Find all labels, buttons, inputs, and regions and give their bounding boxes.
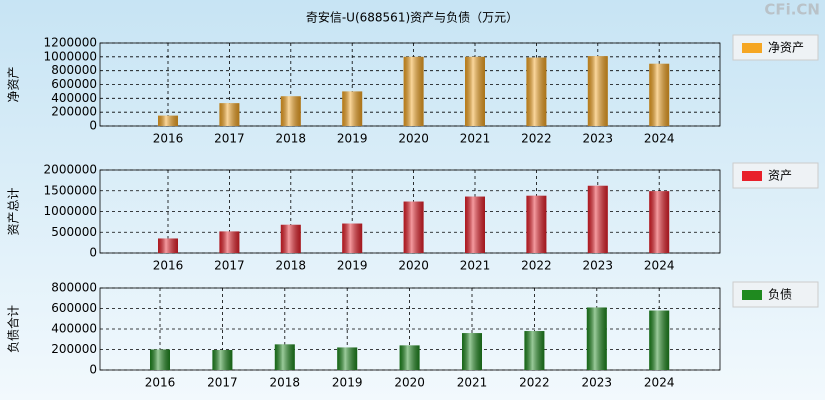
- watermark: CFi.CN: [764, 1, 820, 19]
- bar-shading: [280, 96, 301, 126]
- y-tick-label: 800000: [51, 63, 97, 77]
- legend-swatch: [742, 290, 762, 300]
- bar-shading: [158, 115, 178, 126]
- x-tick-label: 2019: [337, 259, 368, 273]
- bar-shading: [219, 103, 240, 126]
- bar-shading: [649, 310, 670, 370]
- x-tick-label: 2021: [460, 132, 491, 146]
- bar-shading: [526, 195, 547, 253]
- bar-shading: [337, 347, 358, 370]
- x-tick-label: 2016: [145, 376, 176, 390]
- x-tick-label: 2021: [460, 259, 491, 273]
- bar-shading: [212, 350, 233, 370]
- x-tick-label: 2020: [398, 259, 429, 273]
- bar-shading: [524, 331, 545, 370]
- x-tick-label: 2022: [519, 376, 550, 390]
- bar-shading: [280, 224, 301, 253]
- x-tick-label: 2017: [214, 132, 245, 146]
- y-tick-label: 0: [89, 246, 97, 260]
- x-tick-label: 2023: [582, 376, 613, 390]
- x-tick-label: 2024: [644, 132, 675, 146]
- x-tick-label: 2017: [207, 376, 238, 390]
- y-axis-label: 资产总计: [7, 187, 21, 235]
- chart-title: 奇安信-U(688561)资产与负债（万元）: [306, 10, 518, 25]
- bar-shading: [587, 56, 608, 127]
- legend-swatch: [742, 43, 762, 53]
- x-tick-label: 2022: [521, 259, 552, 273]
- y-tick-label: 600000: [51, 301, 97, 315]
- x-tick-label: 2020: [394, 376, 425, 390]
- bar-shading: [587, 185, 608, 253]
- bar-shading: [586, 307, 607, 370]
- bar-shading: [465, 56, 485, 127]
- bar-shading: [158, 238, 178, 253]
- y-axis-label: 负债合计: [6, 305, 21, 353]
- y-tick-label: 1000000: [44, 204, 97, 218]
- y-tick-label: 1000000: [44, 49, 97, 63]
- y-axis-label: 净资产: [7, 66, 21, 102]
- bar-shading: [526, 57, 547, 126]
- bar-shading: [649, 63, 670, 126]
- bar-shading: [403, 56, 424, 127]
- bar-shading: [342, 223, 363, 253]
- y-tick-label: 400000: [51, 91, 97, 105]
- bar-shading: [465, 196, 485, 253]
- x-tick-label: 2018: [276, 259, 307, 273]
- bar-shading: [462, 333, 482, 370]
- bar-shading: [649, 191, 670, 253]
- legend-label: 净资产: [768, 41, 804, 55]
- x-tick-label: 2016: [153, 132, 184, 146]
- x-tick-label: 2020: [398, 132, 429, 146]
- x-tick-label: 2018: [270, 376, 301, 390]
- x-tick-label: 2023: [583, 259, 614, 273]
- legend-swatch: [742, 171, 762, 181]
- x-tick-label: 2017: [214, 259, 245, 273]
- bar-shading: [403, 201, 424, 253]
- bar-shading: [342, 91, 363, 126]
- y-tick-label: 0: [89, 363, 97, 377]
- y-tick-label: 400000: [51, 322, 97, 336]
- bar-shading: [150, 349, 170, 370]
- x-tick-label: 2016: [153, 259, 184, 273]
- y-tick-label: 1500000: [44, 183, 97, 197]
- x-tick-label: 2021: [457, 376, 488, 390]
- y-tick-label: 600000: [51, 77, 97, 91]
- y-tick-label: 200000: [51, 105, 97, 119]
- y-tick-label: 800000: [51, 281, 97, 295]
- x-tick-label: 2018: [276, 132, 307, 146]
- y-tick-label: 1200000: [44, 36, 97, 50]
- y-tick-label: 0: [89, 119, 97, 133]
- x-tick-label: 2024: [644, 259, 675, 273]
- x-tick-label: 2019: [332, 376, 363, 390]
- legend-label: 资产: [768, 169, 792, 183]
- x-tick-label: 2022: [521, 132, 552, 146]
- x-tick-label: 2023: [583, 132, 614, 146]
- bar-shading: [274, 344, 295, 370]
- y-tick-label: 500000: [51, 225, 97, 239]
- bar-shading: [219, 231, 240, 253]
- legend-label: 负债: [768, 288, 792, 302]
- y-tick-label: 2000000: [44, 163, 97, 177]
- y-tick-label: 200000: [51, 342, 97, 356]
- x-tick-label: 2024: [644, 376, 675, 390]
- bar-shading: [399, 345, 420, 370]
- x-tick-label: 2019: [337, 132, 368, 146]
